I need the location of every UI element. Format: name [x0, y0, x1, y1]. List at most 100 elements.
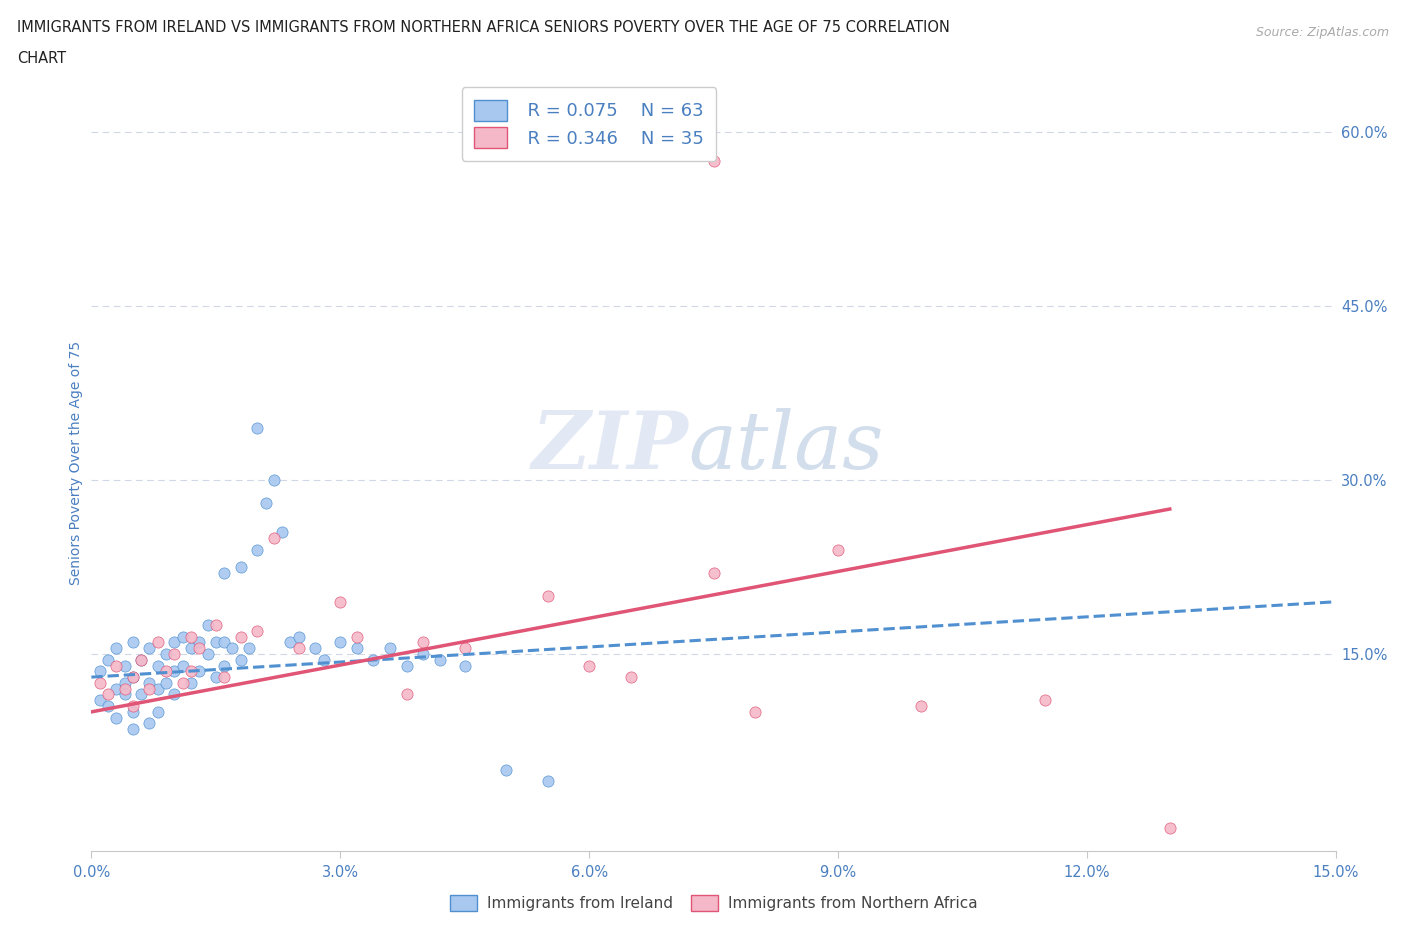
Point [105, 658, 128, 673]
Point [105, 641, 128, 656]
Text: CHART: CHART [17, 51, 66, 66]
Text: atlas: atlas [689, 408, 884, 485]
Point [163, 664, 186, 679]
Point [129, 652, 152, 667]
Point [536, 589, 558, 604]
Point [205, 670, 228, 684]
Point [105, 711, 128, 725]
Point [246, 542, 269, 557]
Point [146, 658, 169, 673]
Point [329, 635, 352, 650]
Point [312, 652, 335, 667]
Point [138, 675, 160, 690]
Point [121, 670, 145, 684]
Point [378, 641, 401, 656]
Point [212, 635, 235, 650]
Point [121, 670, 145, 684]
Point [163, 635, 186, 650]
Point [121, 722, 145, 737]
Point [246, 420, 269, 435]
Point [138, 716, 160, 731]
Point [138, 682, 160, 697]
Point [105, 682, 128, 697]
Text: ZIP: ZIP [531, 408, 689, 485]
Point [155, 675, 177, 690]
Point [205, 635, 228, 650]
Point [155, 646, 177, 661]
Point [453, 658, 475, 673]
Point [280, 635, 302, 650]
Point [254, 496, 277, 511]
Point [114, 682, 136, 697]
Point [163, 687, 186, 702]
Point [287, 641, 309, 656]
Point [188, 664, 211, 679]
Point [114, 675, 136, 690]
Point [1159, 820, 1181, 835]
Point [114, 658, 136, 673]
Point [619, 670, 641, 684]
Point [702, 565, 725, 580]
Text: IMMIGRANTS FROM IRELAND VS IMMIGRANTS FROM NORTHERN AFRICA SENIORS POVERTY OVER : IMMIGRANTS FROM IRELAND VS IMMIGRANTS FR… [17, 20, 949, 35]
Point [188, 641, 211, 656]
Text: Source: ZipAtlas.com: Source: ZipAtlas.com [1256, 26, 1389, 39]
Point [89, 664, 111, 679]
Point [172, 629, 194, 644]
Point [229, 652, 252, 667]
Point [495, 763, 517, 777]
Point [536, 774, 558, 789]
Point [287, 629, 309, 644]
Point [114, 687, 136, 702]
Point [246, 623, 269, 638]
Point [429, 652, 451, 667]
Point [395, 658, 418, 673]
Point [702, 153, 725, 168]
Point [744, 704, 766, 719]
Point [212, 565, 235, 580]
Point [138, 641, 160, 656]
Point [229, 560, 252, 575]
Point [197, 618, 219, 632]
Point [155, 664, 177, 679]
Point [453, 641, 475, 656]
Point [395, 687, 418, 702]
Point [188, 635, 211, 650]
Point [89, 693, 111, 708]
Point [578, 658, 600, 673]
Point [412, 635, 434, 650]
Point [146, 682, 169, 697]
Y-axis label: Seniors Poverty Over the Age of 75: Seniors Poverty Over the Age of 75 [69, 340, 83, 585]
Point [827, 542, 849, 557]
Point [121, 635, 145, 650]
Legend: Immigrants from Ireland, Immigrants from Northern Africa: Immigrants from Ireland, Immigrants from… [444, 889, 983, 917]
Point [346, 629, 368, 644]
Point [146, 635, 169, 650]
Point [229, 629, 252, 644]
Point [180, 641, 202, 656]
Point [97, 652, 120, 667]
Point [97, 698, 120, 713]
Point [329, 594, 352, 609]
Point [205, 618, 228, 632]
Point [121, 698, 145, 713]
Point [180, 629, 202, 644]
Point [412, 646, 434, 661]
Point [97, 687, 120, 702]
Point [263, 531, 285, 546]
Point [1035, 693, 1057, 708]
Point [172, 675, 194, 690]
Point [180, 675, 202, 690]
Point [180, 664, 202, 679]
Point [346, 641, 368, 656]
Point [212, 670, 235, 684]
Point [129, 652, 152, 667]
Point [89, 675, 111, 690]
Point [363, 652, 385, 667]
Point [910, 698, 932, 713]
Point [238, 641, 260, 656]
Point [271, 525, 294, 539]
Point [212, 658, 235, 673]
Point [197, 646, 219, 661]
Point [146, 704, 169, 719]
Point [304, 641, 326, 656]
